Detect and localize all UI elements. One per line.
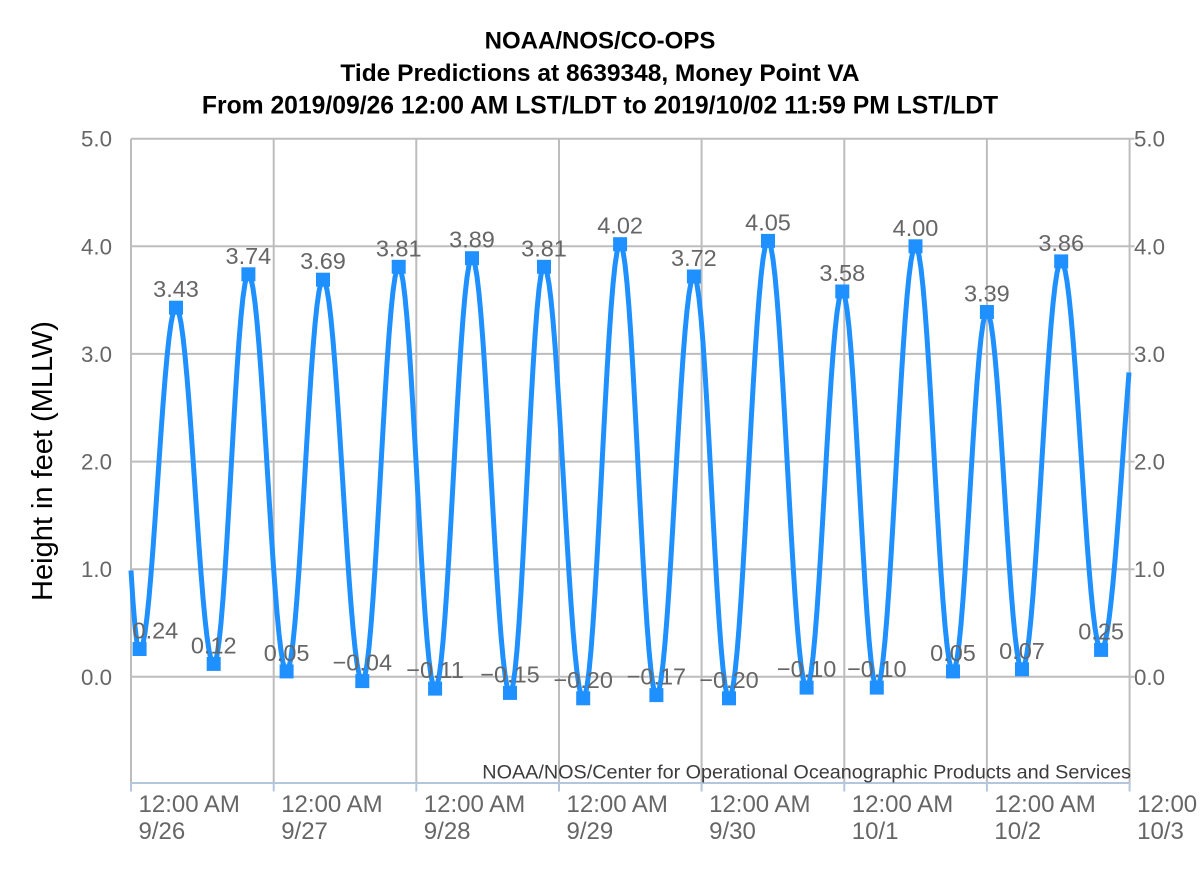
svg-text:−0.17: −0.17: [627, 664, 686, 690]
svg-text:1.0: 1.0: [81, 557, 112, 582]
svg-text:Tide Predictions at 8639348, M: Tide Predictions at 8639348, Money Point…: [340, 60, 860, 87]
svg-text:−0.20: −0.20: [553, 667, 612, 693]
svg-text:3.74: 3.74: [226, 243, 272, 269]
svg-text:0.0: 0.0: [81, 665, 112, 690]
svg-text:3.89: 3.89: [449, 227, 495, 253]
svg-text:−0.04: −0.04: [333, 650, 392, 676]
svg-text:3.43: 3.43: [153, 276, 199, 302]
svg-text:12:00 AM: 12:00 AM: [424, 791, 525, 818]
svg-text:12:00 AM: 12:00 AM: [852, 791, 953, 818]
svg-text:−0.10: −0.10: [847, 656, 906, 682]
svg-text:12:00 AM: 12:00 AM: [1137, 791, 1200, 818]
svg-text:3.0: 3.0: [1134, 342, 1165, 367]
svg-text:12:00 AM: 12:00 AM: [567, 791, 668, 818]
svg-text:0.05: 0.05: [264, 640, 310, 666]
svg-text:12:00 AM: 12:00 AM: [281, 791, 382, 818]
svg-text:0.25: 0.25: [1078, 618, 1124, 644]
svg-text:0.05: 0.05: [930, 640, 976, 666]
svg-text:NOAA/NOS/CO-OPS: NOAA/NOS/CO-OPS: [485, 28, 716, 55]
svg-text:4.0: 4.0: [1134, 234, 1165, 259]
svg-text:4.0: 4.0: [81, 234, 112, 259]
svg-text:0.07: 0.07: [999, 638, 1045, 664]
svg-text:4.05: 4.05: [745, 209, 791, 235]
svg-text:Height in feet (MLLW): Height in feet (MLLW): [27, 321, 59, 601]
svg-text:3.81: 3.81: [376, 235, 422, 261]
svg-text:−0.11: −0.11: [406, 657, 464, 683]
svg-text:2.0: 2.0: [81, 450, 112, 475]
svg-text:3.0: 3.0: [81, 342, 112, 367]
svg-text:5.0: 5.0: [1134, 127, 1165, 152]
svg-text:−0.10: −0.10: [777, 656, 836, 682]
svg-text:10/3: 10/3: [1137, 818, 1184, 845]
svg-text:10/1: 10/1: [852, 818, 899, 845]
svg-text:1.0: 1.0: [1134, 557, 1165, 582]
svg-text:5.0: 5.0: [81, 127, 112, 152]
svg-text:3.39: 3.39: [964, 281, 1010, 307]
svg-text:0.24: 0.24: [133, 618, 179, 644]
svg-text:2.0: 2.0: [1134, 450, 1165, 475]
svg-text:12:00 AM: 12:00 AM: [709, 791, 810, 818]
svg-text:9/26: 9/26: [139, 818, 186, 845]
svg-text:3.81: 3.81: [521, 235, 567, 261]
svg-text:9/29: 9/29: [567, 818, 614, 845]
svg-text:3.69: 3.69: [300, 248, 346, 274]
svg-text:3.58: 3.58: [819, 260, 865, 286]
svg-text:−0.15: −0.15: [480, 661, 539, 687]
svg-text:12:00 AM: 12:00 AM: [139, 791, 240, 818]
svg-text:3.72: 3.72: [671, 245, 717, 271]
svg-text:10/2: 10/2: [994, 818, 1041, 845]
svg-text:12:00 AM: 12:00 AM: [994, 791, 1095, 818]
svg-text:3.86: 3.86: [1038, 230, 1084, 256]
svg-text:9/28: 9/28: [424, 818, 471, 845]
svg-text:4.00: 4.00: [893, 215, 939, 241]
svg-text:9/30: 9/30: [709, 818, 756, 845]
svg-text:0.0: 0.0: [1134, 665, 1165, 690]
svg-text:−0.20: −0.20: [699, 667, 758, 693]
svg-text:From 2019/09/26 12:00 AM LST/L: From 2019/09/26 12:00 AM LST/LDT to 2019…: [202, 92, 998, 119]
svg-text:9/27: 9/27: [281, 818, 328, 845]
svg-text:NOAA/NOS/Center for Operationa: NOAA/NOS/Center for Operational Oceanogr…: [482, 762, 1131, 784]
svg-text:4.02: 4.02: [597, 213, 643, 239]
svg-text:0.12: 0.12: [191, 632, 237, 658]
